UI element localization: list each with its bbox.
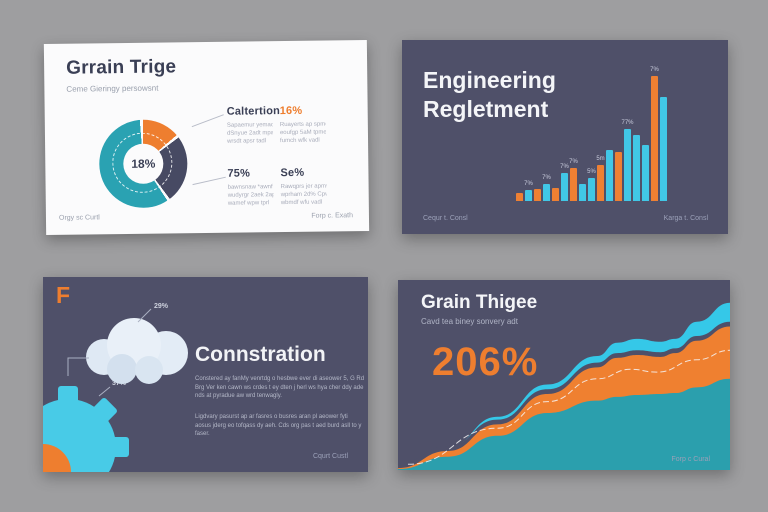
bar: 77% <box>621 120 634 201</box>
bar-value-label: 5m <box>596 156 605 162</box>
bar <box>642 145 649 201</box>
stat-label: 16% <box>279 104 303 118</box>
slide1-footer-left: Orgy sc Curtl <box>58 214 100 222</box>
bar: 7% <box>650 67 659 201</box>
bar: 7% <box>524 181 533 201</box>
stat-block: 16% Ruayerts ap spmed eoufgp 5aM tpmee fumc… <box>280 104 332 145</box>
bar-value-label: 7% <box>524 181 533 187</box>
slide-thumbnail-bars[interactable]: Engineering Regletment 7% 7% 7% 7% 5% 5m 77% 7%… <box>402 40 728 234</box>
bar: 7% <box>569 159 578 201</box>
bar <box>606 150 613 201</box>
stat-block: 75% bawnsnaw *awnf wudyrgr 2aek 2apnrk wame… <box>227 167 279 208</box>
stat-label: 75% <box>227 167 251 180</box>
stat-description-line: dSnyue 2adt mpamz <box>226 130 274 137</box>
slide2-title-line2: Regletment <box>423 95 549 122</box>
area-layer-teal <box>398 378 730 470</box>
slide3-paragraph-2: Ligdvary pasurst ap ar fasres o busres a… <box>195 414 362 438</box>
bar-value-label: 77% <box>621 120 634 126</box>
slide1-footer-right: Forp c. Exath <box>311 212 354 220</box>
slide2-title: Engineering Regletment <box>423 66 556 124</box>
bar <box>552 188 559 201</box>
slide-thumbnail-infographic[interactable]: F 29% <box>43 277 368 472</box>
bar <box>534 189 541 201</box>
stat-description-line: fumch wfk vadl <box>280 137 320 145</box>
stat-description-line: wrsdt apsr tadl <box>227 138 267 145</box>
slide-thumbnail-area[interactable]: Grain Thigee Cavd tea biney sonvery adt … <box>398 280 730 470</box>
slide3-title: Connstration <box>195 343 326 366</box>
slide1-subtitle: Ceme Gieringy persowsnt <box>66 83 159 94</box>
big-stat-value: 206% <box>432 340 539 384</box>
area-chart <box>398 302 730 470</box>
stat-block: Se% Rawqprs jer apmwf wprham 2d% Cpwrk wbmd… <box>280 166 332 207</box>
slide4-subtitle: Cavd tea biney sonvery adt <box>421 317 518 326</box>
bar-chart: 7% 7% 7% 7% 5% 5m 77% 7% <box>516 66 667 201</box>
area-dashed-trend-line <box>407 349 730 465</box>
bar: 7% <box>560 164 569 201</box>
bar <box>660 97 667 201</box>
bar-value-label: 7% <box>542 175 551 181</box>
stat-description-line: wbmdf wfu vadl <box>280 199 323 207</box>
bar <box>516 193 523 201</box>
donut-callout-line-bottom <box>192 176 226 186</box>
slide2-footer-right: Karga t. Consl <box>663 215 708 222</box>
slide1-title: Grrain Trige <box>66 56 177 79</box>
slide4-title: Grain Thigee <box>421 292 538 313</box>
slide3-footer-right: Cqurt Custl <box>312 453 348 460</box>
slide3-letter-f: F <box>56 282 71 308</box>
stat-label: Se% <box>280 166 305 180</box>
bar-value-label: 7% <box>560 164 569 170</box>
stat-block: Caltertion Sapaemur yemact dSnyue 2adt mpa… <box>226 105 281 146</box>
bar: 5m <box>596 156 605 201</box>
slide3-paragraph-1: Constered ay fanMy venrtdg o hesbwe ever… <box>195 376 365 400</box>
donut-callout-line-top <box>191 114 224 128</box>
stat-label: Caltertion <box>226 105 281 118</box>
slide2-title-line1: Engineering <box>423 67 556 93</box>
cloud-icon <box>86 318 188 384</box>
slide-thumbnail-donut[interactable]: Grrain Trige Ceme Gieringy persowsnt 18%… <box>43 40 370 235</box>
callout-lines <box>67 308 152 397</box>
bar <box>615 152 622 201</box>
cloud-callout-label: 29% <box>154 303 169 310</box>
bar-value-label: 5% <box>587 169 596 175</box>
bar <box>579 184 586 201</box>
bar <box>633 135 640 201</box>
bar-value-label: 7% <box>569 159 578 165</box>
bar: 7% <box>542 175 551 201</box>
donut-stats: Caltertion Sapaemur yemact dSnyue 2adt mpa… <box>227 104 341 229</box>
bar: 5% <box>587 169 596 201</box>
slide2-footer-left: Cequr t. Consl <box>423 215 468 222</box>
stat-description-line: wamef wpw tprl <box>227 200 270 207</box>
slide4-footer-right: Forp c Cural <box>671 456 710 463</box>
bar-value-label: 7% <box>650 67 659 73</box>
